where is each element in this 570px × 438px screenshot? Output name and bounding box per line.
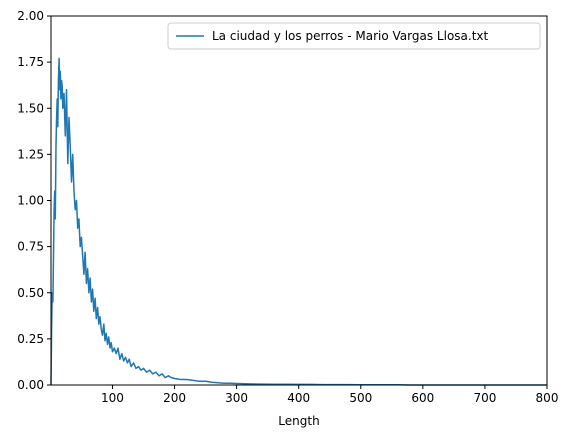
y-tick-label: 0.25	[17, 332, 44, 346]
y-tick-label: 1.75	[17, 55, 44, 69]
series-layer	[50, 57, 547, 386]
x-axis: 100 200 300 400 500 600 700 800	[101, 385, 558, 405]
y-tick-label: 0.75	[17, 240, 44, 254]
y-tick-label: 1.25	[17, 147, 44, 161]
legend-label: La ciudad y los perros - Mario Vargas Ll…	[212, 29, 489, 43]
y-axis: 0.00 0.25 0.50 0.75 1.00 1.25 1.50 1.75 2.00	[17, 9, 51, 392]
y-tick-label: 0.00	[17, 378, 44, 392]
x-tick-label: 200	[163, 391, 186, 405]
x-tick-label: 800	[536, 391, 559, 405]
x-tick-label: 600	[411, 391, 434, 405]
y-tick-label: 2.00	[17, 9, 44, 23]
x-tick-label: 100	[101, 391, 124, 405]
x-tick-label: 300	[225, 391, 248, 405]
x-axis-label: Length	[278, 414, 319, 428]
legend-box	[167, 22, 541, 50]
y-tick-label: 1.50	[17, 101, 44, 115]
series-line-0	[50, 57, 547, 386]
y-tick-label: 1.00	[17, 194, 44, 208]
x-tick-label: 400	[287, 391, 310, 405]
y-tick-label: 0.50	[17, 286, 44, 300]
legend: La ciudad y los perros - Mario Vargas Ll…	[167, 22, 541, 50]
x-tick-label: 500	[349, 391, 372, 405]
x-tick-label: 700	[473, 391, 496, 405]
